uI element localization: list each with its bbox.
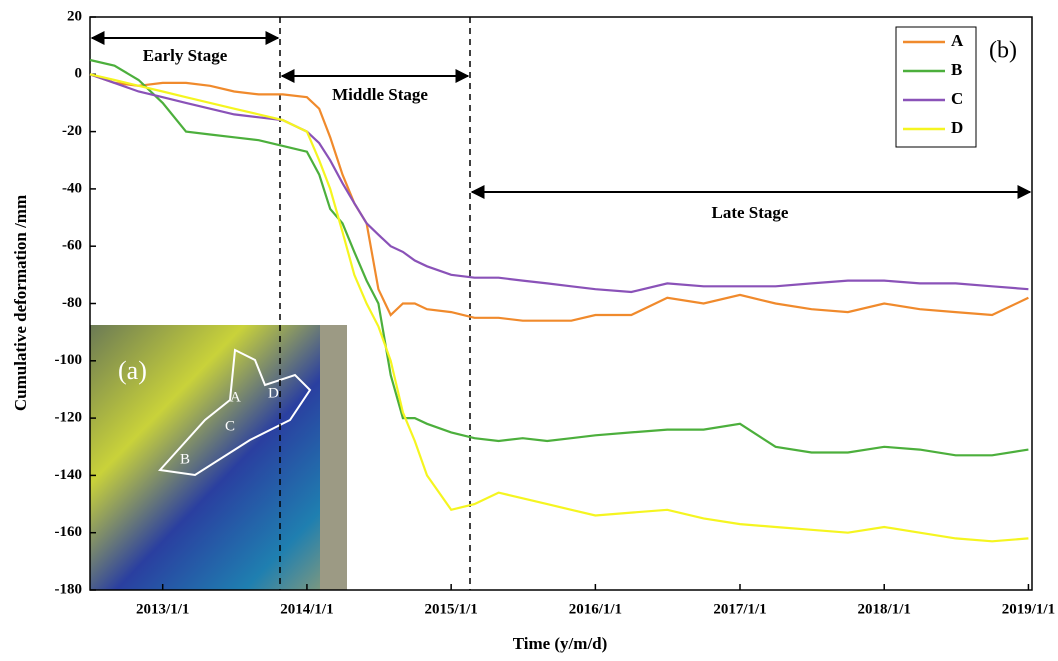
legend-label: B xyxy=(951,60,962,79)
y-tick-label: 0 xyxy=(75,66,83,82)
stage-label: Early Stage xyxy=(143,46,228,65)
panel-label: (b) xyxy=(989,38,1017,64)
y-tick-label: -80 xyxy=(62,295,82,311)
x-axis-label: Time (y/m/d) xyxy=(513,634,608,653)
x-tick-label: 2014/1/1 xyxy=(280,601,333,617)
inset-point: B xyxy=(180,451,190,467)
y-tick-label: -180 xyxy=(55,581,83,597)
inset-point: A xyxy=(230,389,241,405)
x-tick-label: 2017/1/1 xyxy=(713,601,766,617)
y-axis-label: Cumulative deformation /mm xyxy=(11,195,30,411)
x-tick-label: 2018/1/1 xyxy=(858,601,911,617)
inset-point: C xyxy=(225,418,235,434)
legend-label: C xyxy=(951,89,963,108)
y-tick-label: -140 xyxy=(55,467,83,483)
stage-label: Late Stage xyxy=(712,203,789,222)
y-tick-label: -100 xyxy=(55,352,83,368)
x-tick-label: 2016/1/1 xyxy=(569,601,622,617)
chart: (a) A B C D Early Stage Middle Stage Lat… xyxy=(0,0,1058,656)
stage-label: Middle Stage xyxy=(332,85,428,104)
x-tick-label: 2015/1/1 xyxy=(424,601,477,617)
page: {"chart_data": {"type": "line", "x_label… xyxy=(0,0,1058,661)
y-tick-label: -40 xyxy=(62,180,82,196)
inset-point: D xyxy=(268,385,279,401)
y-tick-label: -60 xyxy=(62,238,82,254)
x-tick-label: 2013/1/1 xyxy=(136,601,189,617)
legend-label: A xyxy=(951,31,964,50)
y-tick-label: -160 xyxy=(55,524,83,540)
y-tick-label: -20 xyxy=(62,123,82,139)
inset-label: (a) xyxy=(118,356,147,385)
y-tick-label: -120 xyxy=(55,410,83,426)
x-tick-label: 2019/1/1 xyxy=(1002,601,1055,617)
y-tick-label: 20 xyxy=(67,8,82,24)
legend-label: D xyxy=(951,118,963,137)
